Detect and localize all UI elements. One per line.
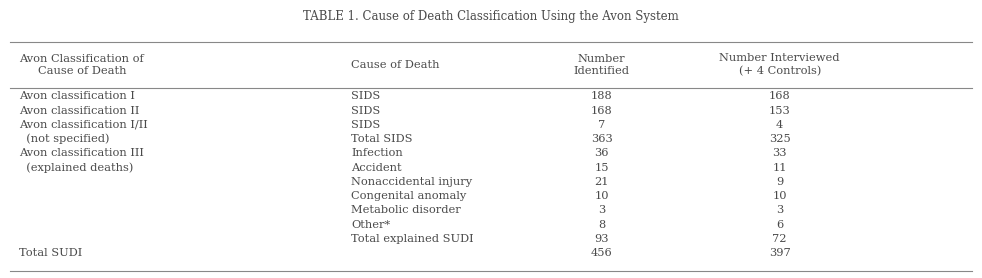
Text: 325: 325 bbox=[769, 134, 791, 144]
Text: 6: 6 bbox=[776, 220, 784, 230]
Text: Avon classification I: Avon classification I bbox=[20, 91, 136, 101]
Text: Accident: Accident bbox=[352, 163, 402, 173]
Text: 72: 72 bbox=[773, 234, 787, 244]
Text: 7: 7 bbox=[598, 120, 605, 130]
Text: Nonaccidental injury: Nonaccidental injury bbox=[352, 177, 472, 187]
Text: Cause of Death: Cause of Death bbox=[352, 60, 440, 70]
Text: Infection: Infection bbox=[352, 148, 404, 158]
Text: Avon classification III: Avon classification III bbox=[20, 148, 144, 158]
Text: 363: 363 bbox=[591, 134, 613, 144]
Text: Number
Identified: Number Identified bbox=[573, 54, 629, 76]
Text: Total SUDI: Total SUDI bbox=[20, 248, 82, 258]
Text: 8: 8 bbox=[598, 220, 605, 230]
Text: 153: 153 bbox=[769, 106, 791, 116]
Text: SIDS: SIDS bbox=[352, 91, 381, 101]
Text: 168: 168 bbox=[769, 91, 791, 101]
Text: 36: 36 bbox=[594, 148, 609, 158]
Text: 397: 397 bbox=[769, 248, 791, 258]
Text: SIDS: SIDS bbox=[352, 106, 381, 116]
Text: SIDS: SIDS bbox=[352, 120, 381, 130]
Text: 21: 21 bbox=[594, 177, 609, 187]
Text: Congenital anomaly: Congenital anomaly bbox=[352, 191, 466, 201]
Text: 3: 3 bbox=[598, 205, 605, 215]
Text: 188: 188 bbox=[591, 91, 613, 101]
Text: Metabolic disorder: Metabolic disorder bbox=[352, 205, 462, 215]
Text: 11: 11 bbox=[773, 163, 787, 173]
Text: TABLE 1. Cause of Death Classification Using the Avon System: TABLE 1. Cause of Death Classification U… bbox=[303, 10, 679, 23]
Text: 33: 33 bbox=[773, 148, 787, 158]
Text: (not specified): (not specified) bbox=[20, 134, 110, 144]
Text: 93: 93 bbox=[594, 234, 609, 244]
Text: Other*: Other* bbox=[352, 220, 391, 230]
Text: 10: 10 bbox=[594, 191, 609, 201]
Text: 15: 15 bbox=[594, 163, 609, 173]
Text: 4: 4 bbox=[776, 120, 784, 130]
Text: Total explained SUDI: Total explained SUDI bbox=[352, 234, 474, 244]
Text: Avon Classification of
Cause of Death: Avon Classification of Cause of Death bbox=[20, 54, 144, 76]
Text: 9: 9 bbox=[776, 177, 784, 187]
Text: 3: 3 bbox=[776, 205, 784, 215]
Text: Avon classification II: Avon classification II bbox=[20, 106, 139, 116]
Text: 10: 10 bbox=[773, 191, 787, 201]
Text: Number Interviewed
(+ 4 Controls): Number Interviewed (+ 4 Controls) bbox=[720, 53, 840, 76]
Text: Total SIDS: Total SIDS bbox=[352, 134, 413, 144]
Text: (explained deaths): (explained deaths) bbox=[20, 162, 134, 173]
Text: 456: 456 bbox=[591, 248, 613, 258]
Text: Avon classification I/II: Avon classification I/II bbox=[20, 120, 148, 130]
Text: 168: 168 bbox=[591, 106, 613, 116]
